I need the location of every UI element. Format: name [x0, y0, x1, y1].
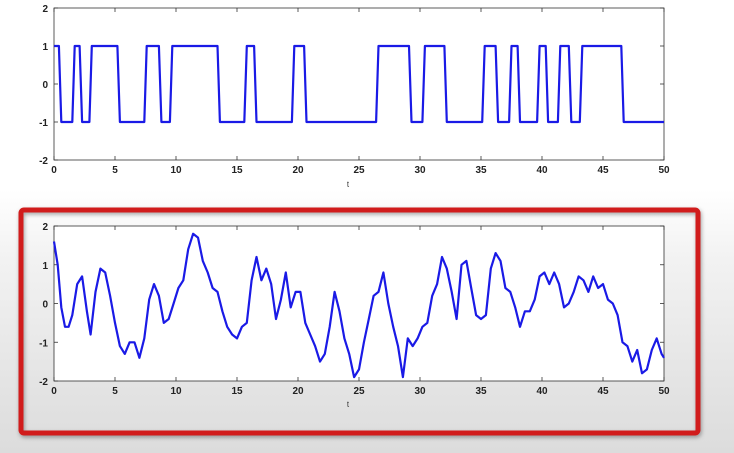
x-tick-label: 40 — [536, 386, 548, 397]
x-tick-label: 35 — [475, 386, 487, 397]
x-tick-label: 5 — [112, 165, 118, 176]
series-line — [54, 44, 664, 124]
plot-area — [53, 225, 665, 382]
x-tick-label: 15 — [231, 386, 243, 397]
x-tick-label: 45 — [597, 386, 609, 397]
x-tick-label: 35 — [475, 165, 487, 176]
axis-ticks — [53, 225, 665, 382]
y-tick-label: -1 — [39, 338, 48, 349]
y-tick-labels: 2 1 0 -1 -2 — [39, 4, 48, 167]
y-tick-label: 1 — [42, 42, 48, 53]
x-tick-label: 0 — [51, 386, 57, 397]
x-tick-labels: 0 5 10 15 20 25 30 35 40 45 50 — [51, 386, 670, 397]
y-tick-label: 2 — [42, 222, 48, 233]
x-tick-label: 25 — [353, 165, 365, 176]
x-tick-label: 5 — [112, 386, 118, 397]
x-tick-label: 40 — [536, 165, 548, 176]
x-tick-label: 20 — [292, 386, 304, 397]
x-tick-label: 10 — [170, 386, 182, 397]
x-tick-label: 30 — [414, 165, 426, 176]
y-tick-labels: 2 1 0 -1 -2 — [39, 222, 48, 388]
y-tick-label: -1 — [39, 118, 48, 129]
filtered-signal-chart: 210-1-2 0 5 10 15 20 25 30 35 40 45 50 t — [39, 222, 670, 409]
highlight-frame — [18, 207, 701, 436]
series-line — [52, 232, 665, 379]
y-tick-label: -2 — [39, 377, 48, 388]
x-axis-label: t — [347, 180, 350, 189]
y-tick-label: 2 — [42, 4, 48, 15]
x-tick-label: 50 — [658, 386, 670, 397]
y-tick-label: 0 — [42, 80, 48, 91]
x-tick-labels: 0 5 10 15 20 25 30 35 40 45 50 — [51, 165, 670, 176]
y-tick-label: -2 — [39, 156, 48, 167]
x-tick-label: 0 — [51, 165, 57, 176]
x-tick-label: 10 — [170, 165, 182, 176]
x-tick-label: 25 — [353, 386, 365, 397]
x-tick-label: 45 — [597, 165, 609, 176]
x-tick-label: 15 — [231, 165, 243, 176]
square-wave-chart: 210-1-2 0 5 10 15 20 25 30 35 40 45 50 t — [39, 4, 670, 189]
x-tick-label: 30 — [414, 386, 426, 397]
x-tick-label: 50 — [658, 165, 670, 176]
x-axis-label: t — [347, 400, 350, 409]
y-tick-label: 1 — [42, 261, 48, 272]
y-tick-label: 0 — [42, 300, 48, 311]
x-tick-label: 20 — [292, 165, 304, 176]
